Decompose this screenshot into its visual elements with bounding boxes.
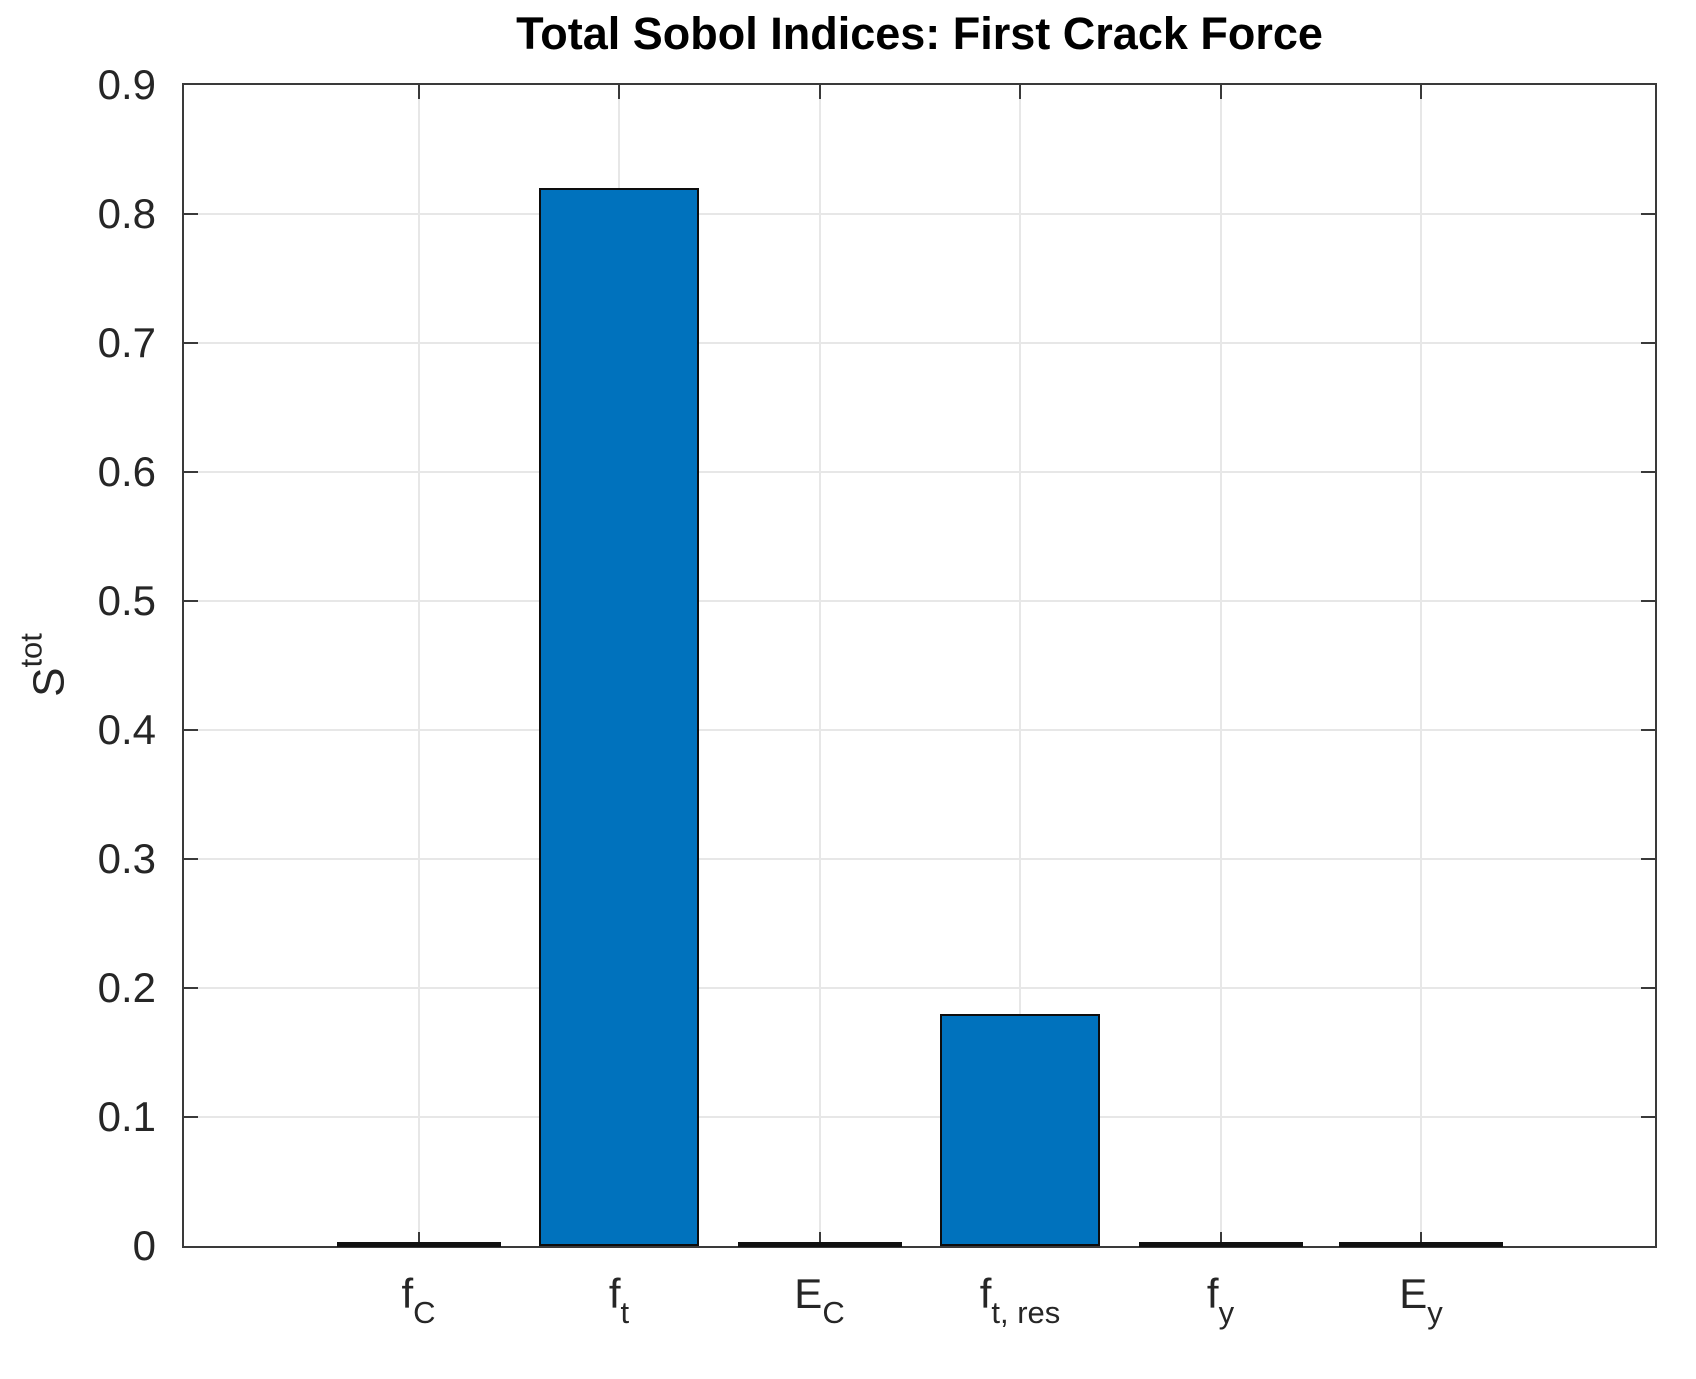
y-tick-label: 0.3 [97,835,156,882]
x-category-label-base: f [401,1270,414,1317]
y-axis-label-superscript: tot [13,633,49,668]
y-tick-left [184,600,198,602]
x-category-label-base: E [794,1270,823,1317]
y-gridline [184,987,1655,989]
y-tick-label: 0.6 [97,448,156,495]
y-tick-label: 0.7 [97,319,156,366]
x-category-label-base: f [608,1270,621,1317]
x-tick-bottom [1420,1232,1422,1246]
y-tick-right [1641,1116,1655,1118]
x-gridline [417,85,420,1246]
x-tick-top [1019,85,1021,99]
x-category-label-base: E [1399,1270,1428,1317]
y-tick-right [1641,987,1655,989]
y-gridline [184,471,1655,473]
x-category-label: ft [439,1270,799,1331]
x-category-label: fy [1041,1270,1401,1331]
y-tick-right [1641,342,1655,344]
x-category-label-subscript: y [1218,1295,1235,1330]
x-gridline [1219,85,1222,1246]
plot-area: 0 0.1 0.2 0.3 0.4 0.5 0.6 0.7 0.8 0.9 fC ft EC ft, re… [98,61,1657,1330]
x-category-label-subscript: t, res [991,1295,1061,1330]
y-tick-right [1641,600,1655,602]
y-tick-label: 0.9 [97,61,156,108]
x-category-label-subscript: y [1427,1295,1443,1330]
x-category-label: Ey [1241,1270,1601,1331]
x-tick-bottom [818,1232,821,1246]
x-tick-top [417,85,420,99]
bar-near-zero [1339,1242,1503,1247]
y-tick-label: 0.8 [97,190,156,237]
x-category-label: ft, res [840,1270,1200,1331]
x-category-label-subscript: t [620,1295,630,1330]
x-tick-top [1420,85,1422,99]
x-category-label: EC [640,1270,1000,1331]
x-tick-top [618,85,620,99]
x-tick-top [818,85,821,99]
x-category-label-subscript: C [822,1295,845,1330]
bar-near-zero [336,1242,501,1247]
y-gridline [184,342,1655,344]
y-tick-left [184,471,198,473]
y-tick-label: 0.5 [97,577,156,624]
y-axis-label-base: S [24,667,74,697]
y-gridline [184,729,1655,731]
y-gridline [184,858,1655,860]
y-tick-label: 0.2 [97,964,156,1011]
y-gridline [184,213,1655,215]
bar-near-zero [737,1242,902,1247]
x-gridline [1019,85,1021,1246]
x-tick-top [1219,85,1222,99]
y-tick-left [184,213,198,215]
chart-title: Total Sobol Indices: First Crack Force [516,8,1323,59]
y-axis-label: Stot [14,633,75,697]
y-gridline [184,600,1655,602]
x-gridline [818,85,821,1246]
x-tick-bottom [417,1232,420,1246]
bar [940,1013,1100,1246]
y-tick-right [1641,471,1655,473]
y-tick-label: 0 [132,1222,156,1269]
y-tick-right [1641,213,1655,215]
y-tick-left [184,729,198,731]
y-tick-right [1641,729,1655,731]
x-category-label-base: f [979,1270,992,1317]
y-tick-left [184,1116,198,1118]
y-tick-label: 0.4 [97,706,156,753]
y-tick-label: 0.1 [97,1093,156,1140]
y-tick-left [184,858,198,860]
y-tick-left [184,987,198,989]
x-category-label: fC [239,1270,599,1331]
x-gridline [1420,85,1422,1246]
bar [539,188,699,1246]
x-category-label-base: f [1206,1270,1219,1317]
y-tick-left [184,342,198,344]
y-tick-right [1641,858,1655,860]
y-gridline [184,1116,1655,1118]
bar-near-zero [1138,1242,1303,1247]
x-tick-bottom [1219,1232,1222,1246]
x-category-label-subscript: C [413,1295,436,1330]
